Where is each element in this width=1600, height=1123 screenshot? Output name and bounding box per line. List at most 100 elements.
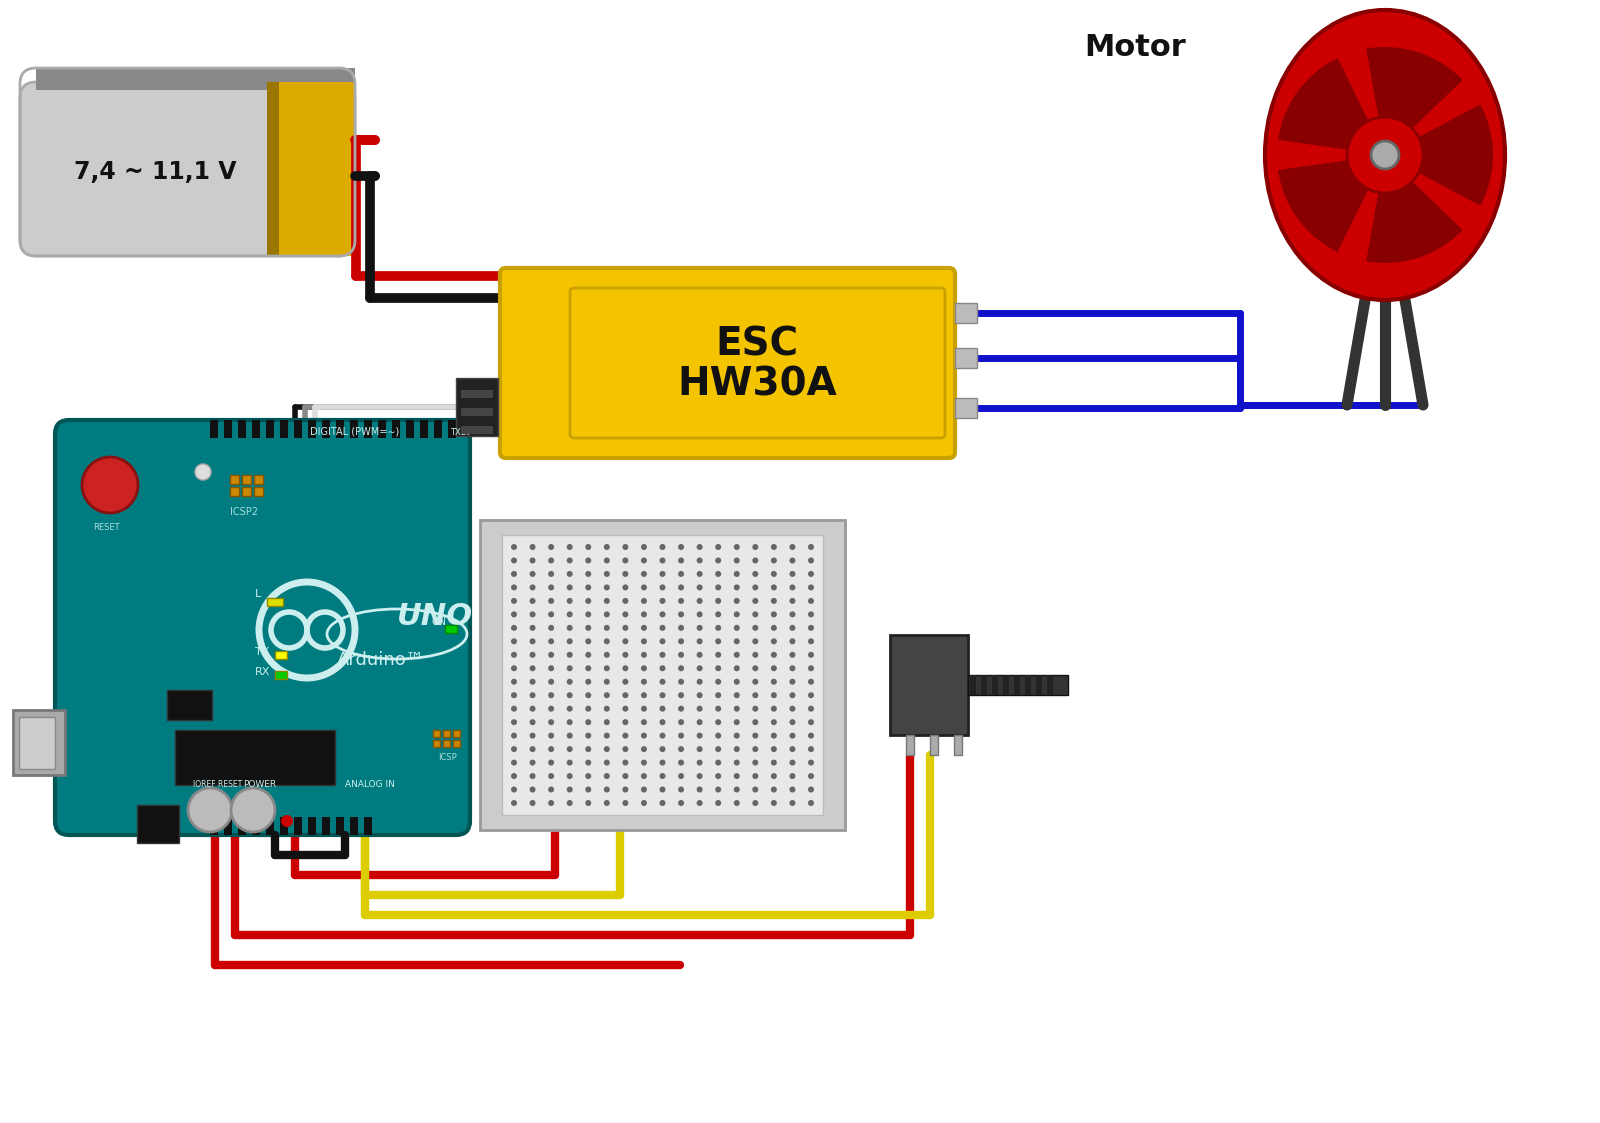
Bar [242,487,251,496]
Circle shape [659,557,666,564]
Circle shape [678,786,685,793]
Circle shape [566,570,573,577]
Bar [224,420,232,438]
Circle shape [678,692,685,699]
Bar [242,475,251,484]
Circle shape [789,732,795,739]
Circle shape [510,678,517,685]
Text: ESC: ESC [715,326,798,364]
Circle shape [752,759,758,766]
Circle shape [696,544,702,550]
Bar [981,675,987,695]
Circle shape [530,786,536,793]
Circle shape [586,800,592,806]
Circle shape [622,800,629,806]
Circle shape [789,692,795,699]
Circle shape [642,786,646,793]
Bar [992,675,998,695]
Circle shape [808,597,814,604]
Circle shape [510,786,517,793]
Circle shape [510,665,517,672]
Text: ON: ON [430,617,446,627]
FancyBboxPatch shape [54,420,470,836]
Circle shape [752,557,758,564]
Circle shape [603,773,610,779]
Circle shape [734,624,739,631]
Circle shape [808,732,814,739]
Circle shape [789,678,795,685]
Bar [419,420,429,438]
Circle shape [678,557,685,564]
Bar [378,420,386,438]
Circle shape [789,624,795,631]
Bar [336,818,344,836]
Text: DIGITAL (PWM=∼): DIGITAL (PWM=∼) [310,427,400,437]
Circle shape [771,773,778,779]
Bar [238,420,246,438]
Circle shape [734,800,739,806]
Text: ANALOG IN: ANALOG IN [346,780,395,789]
Circle shape [752,705,758,712]
Circle shape [530,773,536,779]
Text: Arduino™: Arduino™ [338,651,424,669]
Circle shape [586,570,592,577]
FancyBboxPatch shape [283,82,355,256]
Circle shape [715,705,722,712]
Circle shape [566,759,573,766]
Text: POWER: POWER [243,780,277,789]
Circle shape [678,759,685,766]
Circle shape [752,624,758,631]
Circle shape [808,800,814,806]
Circle shape [659,773,666,779]
Circle shape [566,705,573,712]
Circle shape [752,611,758,618]
Circle shape [771,732,778,739]
Circle shape [734,746,739,752]
Circle shape [566,557,573,564]
Circle shape [549,692,554,699]
Circle shape [659,719,666,725]
Bar [406,420,414,438]
Bar [174,730,334,785]
Circle shape [752,773,758,779]
Circle shape [622,719,629,725]
Circle shape [789,773,795,779]
Circle shape [808,678,814,685]
Circle shape [530,800,536,806]
FancyBboxPatch shape [570,287,946,438]
Circle shape [659,544,666,550]
Circle shape [696,786,702,793]
Circle shape [771,611,778,618]
Circle shape [642,759,646,766]
FancyBboxPatch shape [275,82,347,256]
Circle shape [586,759,592,766]
Circle shape [549,665,554,672]
Bar [253,420,259,438]
Circle shape [696,759,702,766]
Circle shape [771,665,778,672]
Circle shape [789,557,795,564]
Circle shape [622,665,629,672]
Circle shape [734,597,739,604]
Circle shape [715,597,722,604]
Circle shape [808,557,814,564]
Circle shape [530,719,536,725]
Circle shape [789,665,795,672]
Circle shape [659,597,666,604]
Bar [210,420,218,438]
Circle shape [752,786,758,793]
Circle shape [566,678,573,685]
Circle shape [603,597,610,604]
Circle shape [642,544,646,550]
Circle shape [642,773,646,779]
Circle shape [678,665,685,672]
Circle shape [622,638,629,645]
Circle shape [808,611,814,618]
Circle shape [549,773,554,779]
Circle shape [510,773,517,779]
Wedge shape [1386,104,1493,206]
Circle shape [622,786,629,793]
Circle shape [696,584,702,591]
Bar [238,818,246,836]
Circle shape [566,773,573,779]
